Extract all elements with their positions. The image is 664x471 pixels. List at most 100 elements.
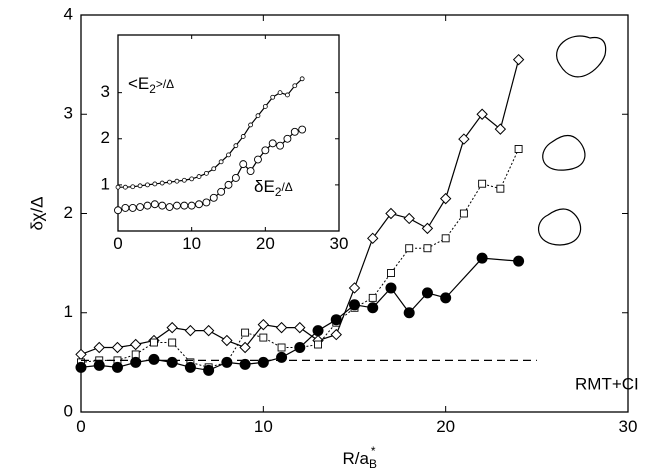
marker bbox=[111, 341, 124, 354]
y-axis-label: δχ/Δ bbox=[27, 196, 46, 230]
marker bbox=[259, 333, 268, 342]
marker bbox=[167, 179, 172, 185]
marker bbox=[476, 252, 488, 264]
marker bbox=[476, 108, 488, 120]
marker bbox=[114, 206, 122, 215]
marker bbox=[150, 200, 159, 209]
marker bbox=[294, 341, 306, 353]
x-axis-label: R/aB* bbox=[343, 444, 377, 471]
marker bbox=[93, 359, 105, 371]
marker bbox=[158, 201, 167, 210]
marker bbox=[423, 244, 432, 253]
marker bbox=[330, 314, 342, 326]
marker bbox=[75, 348, 87, 361]
marker bbox=[189, 176, 195, 182]
marker bbox=[312, 325, 324, 337]
x-tick-label: 30 bbox=[619, 417, 638, 436]
marker bbox=[276, 351, 288, 363]
marker bbox=[459, 209, 468, 218]
x-tick-label: 20 bbox=[436, 417, 455, 436]
marker bbox=[224, 180, 233, 189]
marker bbox=[111, 361, 123, 373]
marker bbox=[292, 83, 298, 89]
marker bbox=[152, 181, 158, 187]
marker bbox=[148, 353, 160, 365]
marker bbox=[180, 201, 189, 210]
marker bbox=[248, 122, 254, 128]
marker bbox=[166, 321, 178, 334]
marker bbox=[187, 201, 196, 210]
marker bbox=[145, 182, 150, 188]
marker bbox=[257, 356, 269, 368]
marker bbox=[130, 184, 136, 190]
marker bbox=[241, 328, 250, 337]
series-line bbox=[80, 257, 519, 371]
x-axis-label-part: R/a bbox=[343, 449, 370, 468]
marker bbox=[149, 338, 158, 347]
series-label-part: <E bbox=[128, 74, 149, 93]
marker bbox=[168, 338, 177, 347]
series-label-part: >/Δ bbox=[156, 77, 174, 91]
x-tick-label: 30 bbox=[330, 234, 349, 253]
marker bbox=[115, 184, 121, 190]
marker bbox=[196, 174, 202, 179]
marker bbox=[478, 179, 487, 188]
inset-background bbox=[118, 35, 339, 231]
marker bbox=[290, 127, 299, 136]
marker bbox=[513, 255, 525, 267]
marker bbox=[254, 155, 262, 164]
marker bbox=[421, 222, 434, 235]
x-tick-label: 10 bbox=[254, 417, 273, 436]
y-tick-label: 2 bbox=[64, 203, 73, 222]
y-tick-label: 2 bbox=[101, 128, 110, 147]
y-tick-label: 0 bbox=[64, 401, 73, 420]
marker bbox=[275, 321, 288, 334]
series-label-part: /Δ bbox=[281, 180, 292, 194]
marker bbox=[440, 292, 452, 304]
series-label: <E2>/Δ bbox=[128, 74, 174, 96]
y-tick-label: 3 bbox=[101, 82, 110, 101]
marker bbox=[285, 92, 290, 98]
marker bbox=[128, 203, 137, 212]
marker bbox=[195, 200, 203, 209]
marker bbox=[75, 361, 87, 373]
marker bbox=[496, 184, 505, 193]
marker bbox=[268, 139, 277, 148]
marker bbox=[403, 307, 415, 319]
marker bbox=[385, 207, 397, 220]
marker bbox=[122, 184, 128, 190]
marker bbox=[211, 166, 217, 172]
marker bbox=[439, 192, 452, 205]
marker bbox=[270, 94, 276, 100]
marker bbox=[277, 343, 286, 352]
marker bbox=[209, 193, 218, 202]
x-tick-label: 10 bbox=[182, 234, 201, 253]
marker bbox=[202, 198, 211, 207]
marker bbox=[421, 287, 433, 299]
marker bbox=[181, 177, 187, 183]
marker bbox=[276, 141, 285, 150]
marker bbox=[240, 134, 246, 139]
marker bbox=[367, 302, 379, 314]
marker bbox=[330, 328, 342, 341]
marker bbox=[239, 341, 251, 354]
marker bbox=[387, 269, 395, 277]
marker bbox=[441, 234, 450, 243]
marker bbox=[221, 334, 233, 347]
marker bbox=[174, 178, 180, 184]
y-tick-label: 4 bbox=[64, 4, 73, 23]
series-label: RMT+CI bbox=[575, 374, 639, 393]
marker bbox=[184, 324, 197, 337]
marker bbox=[184, 361, 196, 373]
marker bbox=[403, 212, 415, 225]
marker bbox=[231, 174, 240, 182]
marker bbox=[367, 232, 379, 245]
marker bbox=[262, 104, 268, 109]
marker bbox=[299, 76, 305, 82]
marker bbox=[217, 187, 226, 196]
marker bbox=[261, 146, 270, 155]
marker bbox=[294, 321, 306, 334]
marker bbox=[221, 356, 233, 368]
marker bbox=[512, 53, 525, 66]
